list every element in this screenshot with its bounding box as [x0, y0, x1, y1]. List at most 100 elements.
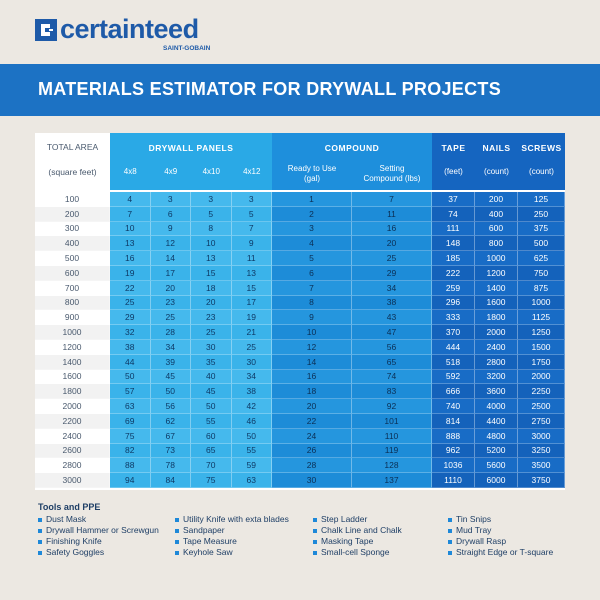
value-cell: 55 — [191, 414, 232, 429]
area-cell: 1600 — [35, 369, 110, 385]
value-cell: 137 — [352, 473, 432, 488]
value-cell: 5 — [272, 251, 352, 266]
logo-sub: SAINT-GOBAIN — [163, 45, 211, 52]
value-cell: 9 — [272, 310, 352, 326]
area-cell: 2200 — [35, 414, 110, 429]
value-cell: 250 — [518, 206, 565, 222]
nails-bg — [475, 133, 518, 190]
area-cell: 500 — [35, 251, 110, 266]
area-cell: 900 — [35, 310, 110, 326]
value-cell: 3 — [191, 192, 232, 207]
tools: Tools and PPE Dust Mask Drywall Hammer or… — [0, 498, 600, 578]
value-cell: 2000 — [518, 369, 565, 385]
area-cell: 1000 — [35, 325, 110, 340]
value-cell: 111 — [432, 221, 475, 237]
value-cell: 50 — [231, 428, 272, 444]
tape-unit: (feet) — [444, 167, 463, 176]
value-cell: 55 — [231, 443, 272, 459]
value-cell: 13 — [191, 251, 232, 266]
value-cell: 592 — [432, 369, 475, 385]
value-cell: 12 — [150, 236, 191, 252]
value-cell: 148 — [432, 236, 475, 252]
value-cell: 333 — [432, 310, 475, 326]
value-cell: 1036 — [432, 458, 475, 474]
value-cell: 200 — [475, 192, 518, 207]
value-cell: 5200 — [475, 443, 518, 459]
tool-item: Drywall Hammer or Screwgun — [38, 525, 159, 535]
value-cell: 39 — [150, 354, 191, 370]
value-cell: 125 — [518, 192, 565, 207]
value-cell: 30 — [272, 473, 352, 488]
tool-item: Tin Snips — [448, 514, 491, 524]
value-cell: 78 — [150, 458, 191, 474]
area-cell: 700 — [35, 280, 110, 296]
value-cell: 444 — [432, 340, 475, 355]
value-cell: 5 — [191, 206, 232, 222]
value-cell: 23 — [150, 295, 191, 311]
value-cell: 37 — [432, 192, 475, 207]
value-cell: 59 — [231, 458, 272, 474]
value-cell: 43 — [352, 310, 432, 326]
value-cell: 13 — [110, 236, 151, 252]
value-cell: 518 — [432, 354, 475, 370]
value-cell: 83 — [352, 384, 432, 400]
compound-col: Ready to Use (gal) — [287, 164, 337, 183]
value-cell: 17 — [150, 266, 191, 281]
area-cell: 400 — [35, 236, 110, 252]
value-cell: 56 — [150, 399, 191, 414]
value-cell: 15 — [231, 280, 272, 296]
value-cell: 3250 — [518, 443, 565, 459]
value-cell: 1400 — [475, 280, 518, 296]
value-cell: 888 — [432, 428, 475, 444]
value-cell: 259 — [432, 280, 475, 296]
value-cell: 25 — [150, 310, 191, 326]
value-cell: 625 — [518, 251, 565, 266]
value-cell: 2800 — [475, 354, 518, 370]
value-cell: 25 — [191, 325, 232, 340]
tool-item: Straight Edge or T-square — [448, 547, 553, 557]
value-cell: 11 — [231, 251, 272, 266]
value-cell: 370 — [432, 325, 475, 340]
value-cell: 19 — [231, 310, 272, 326]
value-cell: 18 — [191, 280, 232, 296]
value-cell: 12 — [272, 340, 352, 355]
area-cell: 600 — [35, 266, 110, 281]
tape-bg — [432, 133, 475, 190]
value-cell: 16 — [352, 221, 432, 237]
area-unit: (square feet) — [48, 167, 97, 177]
value-cell: 1250 — [518, 325, 565, 340]
value-cell: 16 — [110, 251, 151, 266]
value-cell: 3200 — [475, 369, 518, 385]
value-cell: 7 — [272, 280, 352, 296]
value-cell: 16 — [272, 369, 352, 385]
value-cell: 400 — [475, 206, 518, 222]
value-cell: 800 — [475, 236, 518, 252]
tool-item: Safety Goggles — [38, 547, 104, 557]
value-cell: 2750 — [518, 414, 565, 429]
value-cell: 11 — [352, 206, 432, 222]
value-cell: 1000 — [475, 251, 518, 266]
value-cell: 25 — [231, 340, 272, 355]
value-cell: 38 — [110, 340, 151, 355]
tool-item: Drywall Rasp — [448, 536, 506, 546]
tool-item: Small-cell Sponge — [313, 547, 390, 557]
value-cell: 1000 — [518, 295, 565, 311]
value-cell: 45 — [191, 384, 232, 400]
value-cell: 20 — [191, 295, 232, 311]
value-cell: 82 — [110, 443, 151, 459]
value-cell: 2250 — [518, 384, 565, 400]
value-cell: 1600 — [475, 295, 518, 311]
tool-item: Dust Mask — [38, 514, 86, 524]
value-cell: 23 — [191, 310, 232, 326]
area-cell: 300 — [35, 221, 110, 237]
value-cell: 17 — [231, 295, 272, 311]
area-cell: 2000 — [35, 399, 110, 414]
compound-bg — [272, 133, 432, 190]
value-cell: 1110 — [432, 473, 475, 488]
value-cell: 62 — [150, 414, 191, 429]
value-cell: 110 — [352, 428, 432, 444]
screws-header: SCREWS — [521, 143, 562, 153]
value-cell: 75 — [191, 473, 232, 488]
value-cell: 88 — [110, 458, 151, 474]
area-cell: 800 — [35, 295, 110, 311]
